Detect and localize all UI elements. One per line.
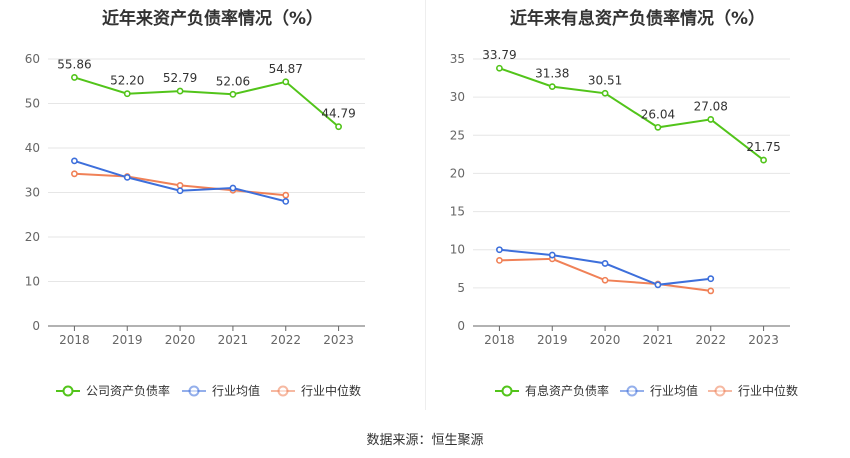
- data-point: [335, 123, 342, 131]
- data-point: [548, 83, 556, 91]
- chart-panel-interest-debt-ratio: 近年来有息资产负债率情况（%） 0 5 10 15 20 25 30 35 2018 2019 20…: [425, 0, 850, 410]
- y-tick-label: 10: [25, 275, 40, 289]
- data-label: 26.04: [641, 107, 675, 121]
- y-tick-label: 25: [450, 128, 465, 142]
- data-point: [760, 156, 767, 164]
- data-point: [282, 197, 290, 205]
- series-line: [499, 67, 765, 161]
- data-point: [229, 184, 237, 192]
- data-point: [71, 74, 78, 81]
- data-label: 54.87: [269, 62, 303, 76]
- data-point: [654, 281, 662, 289]
- data-point: [654, 123, 662, 131]
- y-tick-label: 60: [25, 52, 40, 66]
- legend-label: 有息资产负债率: [525, 383, 609, 398]
- legend-label: 行业中位数: [738, 383, 798, 398]
- data-label: 21.75: [746, 140, 780, 154]
- data-label: 30.51: [588, 73, 622, 87]
- x-tick-label: 2022: [695, 333, 726, 347]
- data-label: 44.79: [321, 107, 355, 121]
- data-point: [496, 246, 503, 254]
- y-tick-label: 35: [450, 52, 465, 66]
- chart-panel-debt-ratio: 近年来资产负债率情况（%） 0 10 20 30 40 50 60 2018 2019 2020 2…: [0, 0, 425, 410]
- y-tick-label: 0: [32, 319, 40, 333]
- y-tick-label: 15: [450, 205, 465, 219]
- chart-interest-debt-ratio: 0 5 10 15 20 25 30 35 2018 2019 2020 2021 2022 2023 33…: [450, 48, 798, 398]
- y-tick-label: 30: [25, 186, 40, 200]
- data-point: [123, 90, 131, 98]
- data-point: [707, 287, 715, 295]
- data-point: [496, 64, 503, 72]
- y-tick-label: 10: [450, 243, 465, 257]
- data-point: [123, 173, 131, 181]
- y-tick-label: 50: [25, 97, 40, 111]
- data-point: [176, 187, 184, 195]
- x-tick-label: 2018: [59, 333, 90, 347]
- y-tick-label: 0: [457, 319, 465, 333]
- x-tick-label: 2022: [270, 333, 301, 347]
- series-line: [74, 76, 340, 128]
- x-tick-label: 2019: [537, 333, 568, 347]
- data-point: [176, 181, 184, 189]
- x-tick-label: 2021: [643, 333, 674, 347]
- legend-marker: [188, 385, 200, 397]
- data-point: [707, 116, 715, 123]
- data-point: [601, 276, 609, 284]
- data-point: [601, 89, 609, 97]
- data-label: 33.79: [482, 48, 516, 62]
- series-line: [74, 159, 287, 203]
- legend-label: 行业均值: [212, 383, 260, 398]
- x-tick-label: 2023: [323, 333, 354, 347]
- legend-marker: [62, 385, 74, 397]
- x-tick-label: 2018: [484, 333, 515, 347]
- legend-marker: [501, 385, 513, 397]
- x-tick-label: 2023: [748, 333, 779, 347]
- data-point: [496, 256, 503, 264]
- legend-label: 行业中位数: [301, 383, 361, 398]
- data-label: 31.38: [535, 67, 569, 81]
- y-tick-label: 20: [25, 230, 40, 244]
- y-tick-label: 20: [450, 166, 465, 180]
- data-point: [71, 157, 78, 165]
- x-tick-label: 2020: [165, 333, 196, 347]
- data-label: 52.20: [110, 74, 144, 88]
- data-point: [176, 87, 184, 95]
- legend-marker: [626, 385, 638, 397]
- data-point: [229, 90, 237, 98]
- chart-debt-ratio: 0 10 20 30 40 50 60 2018 2019 2020 2021 2022 2023 55.…: [25, 52, 365, 398]
- y-tick-label: 40: [25, 141, 40, 155]
- data-label: 55.86: [57, 57, 91, 71]
- y-tick-label: 5: [457, 281, 465, 295]
- data-label: 52.06: [216, 74, 250, 88]
- data-point: [707, 275, 715, 283]
- panel-divider: [425, 0, 426, 410]
- legend-marker: [714, 385, 726, 397]
- y-tick-label: 30: [450, 90, 465, 104]
- legend-label: 行业均值: [650, 383, 698, 398]
- legend-label: 公司资产负债率: [86, 383, 170, 398]
- data-point: [548, 251, 556, 259]
- x-tick-label: 2020: [590, 333, 621, 347]
- chart-title-interest-debt-ratio: 近年来有息资产负债率情况（%）: [509, 9, 766, 29]
- data-point: [601, 260, 609, 267]
- data-point: [282, 191, 290, 199]
- data-label: 52.79: [163, 71, 197, 85]
- data-point: [71, 170, 78, 178]
- chart-title-debt-ratio: 近年来资产负债率情况（%）: [101, 9, 324, 29]
- data-label: 27.08: [694, 99, 728, 113]
- legend-marker: [277, 385, 289, 397]
- x-tick-label: 2021: [218, 333, 249, 347]
- data-point: [282, 78, 290, 86]
- data-source-footer: 数据来源：恒生聚源: [366, 433, 484, 448]
- x-tick-label: 2019: [112, 333, 143, 347]
